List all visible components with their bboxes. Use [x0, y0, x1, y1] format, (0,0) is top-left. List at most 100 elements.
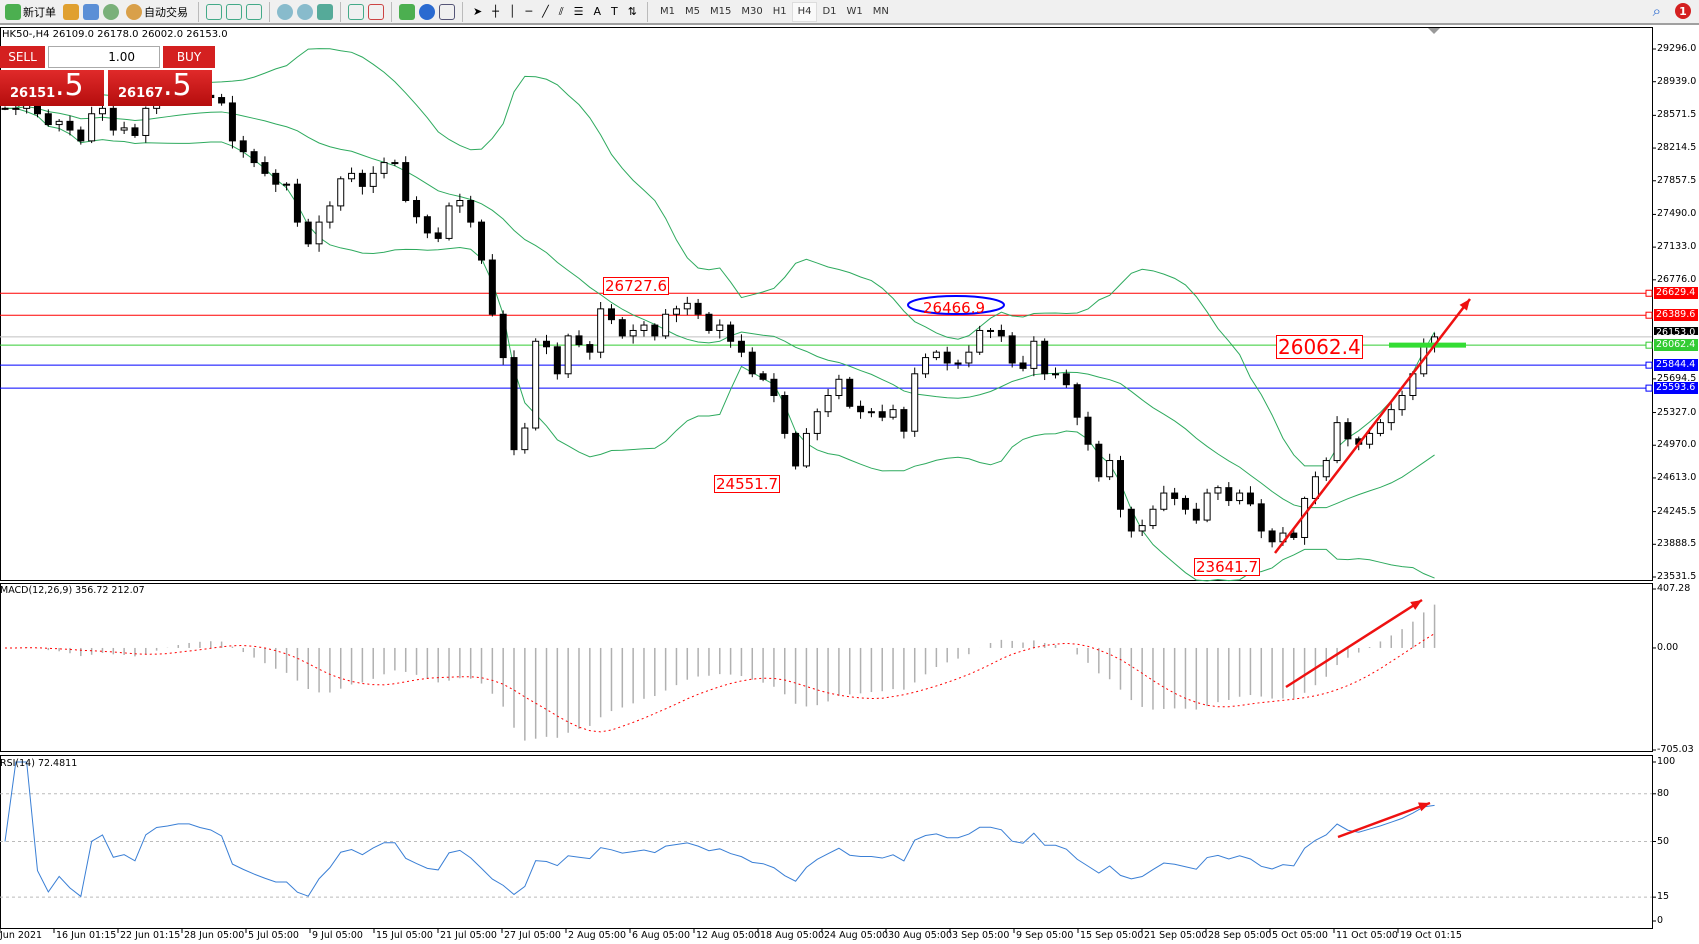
candle-body — [1149, 508, 1157, 527]
lot-size-input[interactable]: 1.00 — [48, 46, 160, 68]
candle-body — [846, 378, 854, 407]
market-watch-icon[interactable] — [63, 3, 79, 20]
channel-icon[interactable]: ⫽ — [558, 4, 564, 18]
candle-body — [1290, 532, 1298, 538]
time-label: Jun 2021 — [0, 930, 43, 941]
new-order-button[interactable]: 新订单 — [2, 2, 59, 22]
candle-body — [640, 324, 648, 331]
candle-body — [445, 205, 453, 239]
sell-price[interactable]: 26151.5 — [0, 68, 104, 106]
macd-frame — [0, 583, 1653, 752]
time-label: 5 Oct 05:00 — [1272, 930, 1328, 941]
candle-body — [413, 199, 421, 218]
timeframe-mn[interactable]: MN — [872, 6, 889, 17]
candle-body — [1376, 422, 1384, 434]
auto-trading-button[interactable]: 自动交易 — [123, 2, 191, 22]
horizontal-line-icon[interactable]: ─ — [525, 5, 533, 18]
trend-arrow — [1274, 298, 1471, 554]
candle-body — [1311, 476, 1319, 499]
new-order-icon — [5, 3, 21, 20]
candle-body — [543, 340, 550, 348]
tile-windows-icon[interactable] — [317, 3, 333, 20]
candle-body — [759, 373, 767, 380]
sell-button[interactable]: SELL — [0, 46, 45, 68]
timeframe-h1[interactable]: H1 — [772, 6, 787, 17]
candle-body — [770, 378, 778, 397]
time-label: 12 Aug 05:00 — [696, 930, 761, 941]
candle-body — [987, 329, 995, 332]
candle-body — [1257, 503, 1265, 532]
divider — [198, 1, 199, 22]
time-label: 21 Sep 05:00 — [1144, 930, 1208, 941]
timeframe-m5[interactable]: M5 — [684, 6, 700, 17]
annotation-resistance[interactable]: 26466.9 — [923, 299, 986, 317]
candle-body — [1398, 395, 1406, 411]
navigator-icon[interactable] — [83, 3, 99, 20]
time-label: 18 Aug 05:00 — [760, 930, 825, 941]
candle-body — [402, 162, 410, 201]
candle-body — [77, 129, 85, 142]
time-label: 22 Jun 01:15 — [120, 930, 181, 941]
candle-body — [315, 221, 323, 245]
candle-body — [607, 308, 615, 321]
time-label: 30 Aug 05:00 — [888, 930, 953, 941]
annotation-low-oct[interactable]: 23641.7 — [1194, 558, 1261, 576]
notification-badge[interactable]: 1 — [1675, 3, 1691, 19]
text-icon[interactable]: A — [593, 5, 602, 18]
candle-body — [997, 329, 1005, 337]
candle-body — [1268, 530, 1276, 543]
bar-chart-icon[interactable] — [206, 3, 222, 20]
buy-button[interactable]: BUY — [163, 46, 215, 68]
candle-body — [1008, 335, 1016, 364]
price-tick-label: 27857.5 — [1657, 174, 1697, 186]
candle-body — [131, 127, 139, 136]
macd-label: MACD(12,26,9) 356.72 212.07 — [0, 585, 145, 596]
chart-shift-icon[interactable] — [368, 3, 384, 20]
signal-icon[interactable] — [103, 3, 119, 20]
timeframe-w1[interactable]: W1 — [846, 6, 863, 17]
cursor-icon[interactable]: ➤ — [473, 5, 483, 18]
periods-icon[interactable] — [419, 3, 435, 20]
chart-canvas[interactable] — [0, 27, 1699, 944]
candlestick-icon[interactable] — [226, 3, 242, 20]
candle-body — [12, 107, 20, 110]
crosshair-icon[interactable]: ┼ — [492, 5, 499, 18]
macd-arrow-head — [1410, 600, 1422, 610]
candle-body — [932, 351, 940, 359]
search-icon[interactable]: ⌕ — [1652, 2, 1661, 20]
zoom-out-icon[interactable] — [297, 3, 313, 20]
buy-price[interactable]: 26167.5 — [108, 68, 212, 106]
price-tick-label: 23888.5 — [1657, 538, 1697, 550]
price-tick-label: 24613.0 — [1657, 471, 1697, 483]
arrows-icon[interactable]: ⇅ — [627, 5, 637, 18]
timeframe-m30[interactable]: M30 — [741, 6, 763, 17]
candle-body — [423, 216, 431, 234]
vertical-line-icon[interactable]: │ — [508, 5, 516, 18]
candle-body — [478, 221, 486, 261]
timeframe-m15[interactable]: M15 — [709, 6, 732, 17]
templates-icon[interactable] — [439, 3, 455, 20]
candle-body — [813, 411, 821, 434]
candle-body — [867, 411, 875, 414]
timeframe-m1[interactable]: M1 — [659, 6, 675, 17]
price-tick-label: 25327.0 — [1657, 406, 1697, 418]
timeframe-d1[interactable]: D1 — [822, 6, 837, 17]
candle-body — [976, 329, 984, 353]
candle-body — [1171, 492, 1179, 499]
trendline-icon[interactable]: ╱ — [542, 5, 549, 18]
annotation-high[interactable]: 26727.6 — [603, 277, 670, 295]
timeframe-h4[interactable]: H4 — [791, 1, 818, 22]
zoom-in-icon[interactable] — [277, 3, 293, 20]
annotation-low-aug[interactable]: 24551.7 — [714, 475, 781, 493]
annotation-current-level[interactable]: 26062.4 — [1276, 335, 1363, 359]
auto-scroll-icon[interactable] — [348, 3, 364, 20]
candle-body — [283, 183, 291, 186]
line-chart-icon[interactable] — [246, 3, 262, 20]
fibonacci-icon[interactable]: ☰ — [573, 5, 584, 18]
symbol-info: HK50-,H4 26109.0 26178.0 26002.0 26153.0 — [2, 29, 228, 40]
indicators-icon[interactable] — [399, 3, 415, 20]
text-label-icon[interactable]: T — [611, 5, 618, 18]
candle-body — [586, 344, 594, 353]
candle-body — [943, 351, 951, 364]
candle-body — [1214, 487, 1222, 494]
